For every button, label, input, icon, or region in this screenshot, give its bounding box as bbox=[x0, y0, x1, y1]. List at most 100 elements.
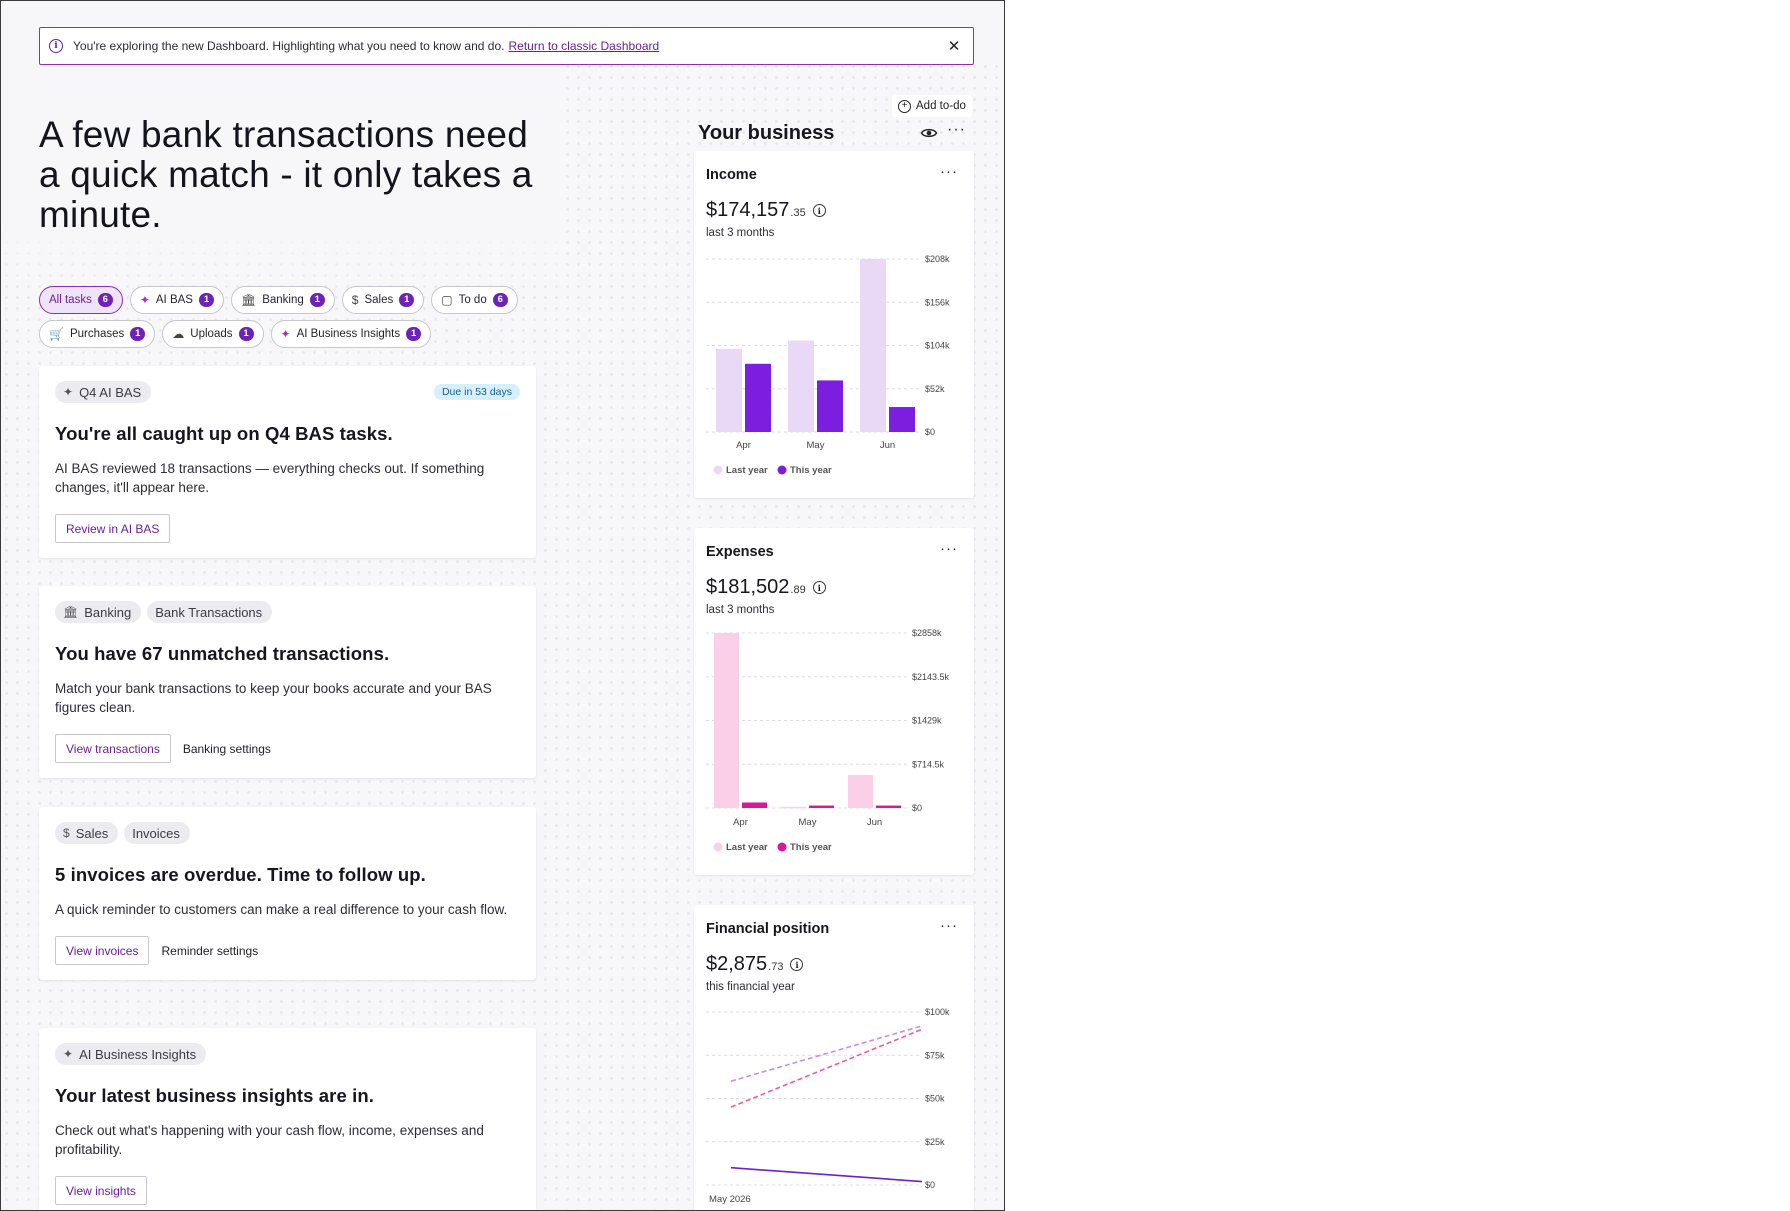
count-badge: 1 bbox=[198, 293, 214, 307]
filter-chip[interactable]: 🛒 Purchases 1 bbox=[39, 320, 156, 348]
task-title: 5 invoices are overdue. Time to follow u… bbox=[55, 864, 426, 885]
close-icon[interactable]: ✕ bbox=[947, 38, 961, 55]
expenses-bar-chart: $0 $714.5k $1429k $2143.5k $2858k Apr May Jun La… bbox=[706, 628, 950, 853]
task-description: A quick reminder to customers can make a… bbox=[55, 902, 508, 917]
legend-swatch bbox=[777, 842, 787, 852]
x-tick-label: Apr bbox=[733, 817, 748, 828]
info-icon: i bbox=[49, 39, 63, 53]
eye-icon[interactable] bbox=[920, 124, 938, 142]
info-icon[interactable]: i bbox=[812, 581, 826, 594]
financial-series-line bbox=[730, 1028, 923, 1108]
financial-line-chart: $0 $25k $50k $75k $100k May 2026 bbox=[706, 1007, 950, 1205]
y-tick-label: $75k bbox=[925, 1050, 945, 1060]
income-bar-chart: $0 $52k $104k $156k $208k Apr May Jun Last year T… bbox=[706, 254, 950, 476]
y-tick-label: $2143.5k bbox=[912, 672, 950, 682]
return-to-classic-link[interactable]: Return to classic Dashboard bbox=[508, 39, 660, 53]
task-actions: View invoices Reminder settings bbox=[55, 936, 520, 965]
filter-chip[interactable]: ▢ To do 6 bbox=[431, 286, 518, 314]
task-actions: Review in AI BAS bbox=[55, 514, 520, 543]
expenses-amount: $181,502.89 i bbox=[706, 576, 826, 599]
x-tick-label: Jun bbox=[867, 817, 882, 828]
bar-last-year bbox=[788, 340, 814, 432]
cloud-upload-icon: ☁ bbox=[172, 327, 185, 341]
bar-last-year bbox=[716, 348, 742, 432]
your-business-title: Your business bbox=[698, 122, 835, 144]
task-primary-button[interactable]: View transactions bbox=[55, 734, 171, 763]
task-secondary-button[interactable]: Reminder settings bbox=[161, 943, 259, 958]
count-badge: 1 bbox=[238, 327, 254, 341]
task-description: Check out what's happening with your cas… bbox=[55, 1123, 484, 1157]
task-title: You're all caught up on Q4 BAS tasks. bbox=[55, 423, 393, 444]
legend-label: Last year bbox=[726, 842, 768, 853]
task-secondary-button[interactable]: Banking settings bbox=[182, 741, 271, 756]
filter-chip[interactable]: 🏛 Banking 1 bbox=[230, 286, 335, 314]
banner-message: You're exploring the new Dashboard. High… bbox=[73, 39, 505, 53]
x-tick-label: Apr bbox=[736, 440, 751, 451]
dollar-circle-icon: $ bbox=[63, 826, 70, 840]
task-card: $ Sales Invoices 5 invoices are overdue. Ti… bbox=[39, 807, 536, 980]
page-headline: A few bank transactions need a quick mat… bbox=[39, 114, 533, 235]
bar-last-year bbox=[714, 633, 739, 808]
more-options-icon[interactable]: ··· bbox=[940, 917, 958, 934]
more-options-icon[interactable]: ··· bbox=[940, 163, 958, 180]
task-card: 🏛 Banking Bank Transactions You have 67 unm… bbox=[39, 586, 536, 778]
filter-chip-label: AI Business Insights bbox=[296, 328, 401, 340]
add-todo-button[interactable]: + Add to-do bbox=[892, 95, 972, 117]
count-badge: 6 bbox=[492, 293, 508, 307]
task-title: Your latest business insights are in. bbox=[55, 1085, 374, 1106]
cart-icon: 🛒 bbox=[49, 327, 64, 341]
bar-this-year bbox=[817, 380, 843, 432]
sparkle-icon: ✦ bbox=[139, 293, 150, 307]
your-business-more-icon[interactable]: ··· bbox=[947, 121, 966, 138]
sparkle-icon: ✦ bbox=[63, 385, 74, 399]
task-card: ✦ Q4 AI BAS Due in 53 days You're all caugh… bbox=[39, 366, 536, 558]
task-tag: ✦ AI Business Insights bbox=[55, 1043, 207, 1065]
task-tag: Invoices bbox=[124, 822, 190, 844]
task-tag: ✦ Q4 AI BAS bbox=[55, 381, 152, 403]
task-primary-button[interactable]: View insights bbox=[55, 1176, 147, 1205]
task-tag: 🏛 Banking bbox=[55, 601, 142, 623]
task-title: You have 67 unmatched transactions. bbox=[55, 643, 390, 664]
y-tick-label: $156k bbox=[925, 297, 950, 307]
task-primary-button[interactable]: View invoices bbox=[55, 936, 150, 965]
due-badge: Due in 53 days bbox=[433, 384, 520, 400]
more-options-icon[interactable]: ··· bbox=[940, 540, 958, 557]
income-widget: Income ··· $174,157.35 i last 3 months $… bbox=[694, 151, 974, 498]
bank-icon: 🏛 bbox=[240, 293, 257, 307]
legend-swatch bbox=[777, 465, 787, 475]
count-badge: 1 bbox=[309, 293, 325, 307]
y-tick-label: $1429k bbox=[912, 716, 942, 726]
count-badge: 6 bbox=[97, 293, 113, 307]
filter-chip[interactable]: ✦ AI BAS 1 bbox=[129, 286, 224, 314]
y-tick-label: $104k bbox=[925, 341, 950, 351]
bar-last-year bbox=[860, 259, 886, 432]
task-actions: View insights bbox=[55, 1176, 520, 1205]
filter-chip[interactable]: ✦ AI Business Insights 1 bbox=[270, 320, 432, 348]
task-actions: View transactions Banking settings bbox=[55, 734, 520, 763]
widget-period: this financial year bbox=[706, 981, 795, 993]
bar-last-year bbox=[848, 774, 873, 808]
legend-label: This year bbox=[790, 465, 832, 476]
filter-chip[interactable]: $ Sales 1 bbox=[341, 286, 425, 314]
task-tag: Bank Transactions bbox=[147, 601, 273, 623]
y-tick-label: $100k bbox=[925, 1007, 950, 1017]
filter-chip[interactable]: ☁ Uploads 1 bbox=[162, 320, 264, 348]
info-icon[interactable]: i bbox=[790, 958, 804, 971]
task-filter-chips: All tasks 6 ✦ AI BAS 1 🏛 Banking 1 $ Sales 1 ▢ To do… bbox=[39, 286, 549, 348]
info-icon[interactable]: i bbox=[812, 204, 826, 217]
filter-chip-label: Uploads bbox=[190, 328, 233, 340]
filter-chip[interactable]: All tasks 6 bbox=[39, 286, 123, 314]
legend-label: Last year bbox=[726, 465, 768, 476]
task-tags: ✦ AI Business Insights bbox=[55, 1043, 520, 1065]
task-tags: ✦ Q4 AI BAS Due in 53 days bbox=[55, 381, 520, 403]
legend-label: This year bbox=[790, 842, 832, 853]
clipboard-icon: ▢ bbox=[441, 293, 453, 307]
task-primary-button[interactable]: Review in AI BAS bbox=[55, 514, 171, 543]
task-card: ✦ AI Business Insights Your latest busines… bbox=[39, 1028, 536, 1210]
financial-position-widget: Financial position ··· $2,875.73 i this … bbox=[694, 905, 974, 1210]
widget-title: Income bbox=[706, 167, 757, 183]
financial-amount: $2,875.73 i bbox=[706, 953, 804, 976]
filter-chip-label: AI BAS bbox=[155, 294, 193, 306]
y-tick-label: $2858k bbox=[912, 628, 942, 638]
task-tags: 🏛 Banking Bank Transactions bbox=[55, 601, 520, 623]
